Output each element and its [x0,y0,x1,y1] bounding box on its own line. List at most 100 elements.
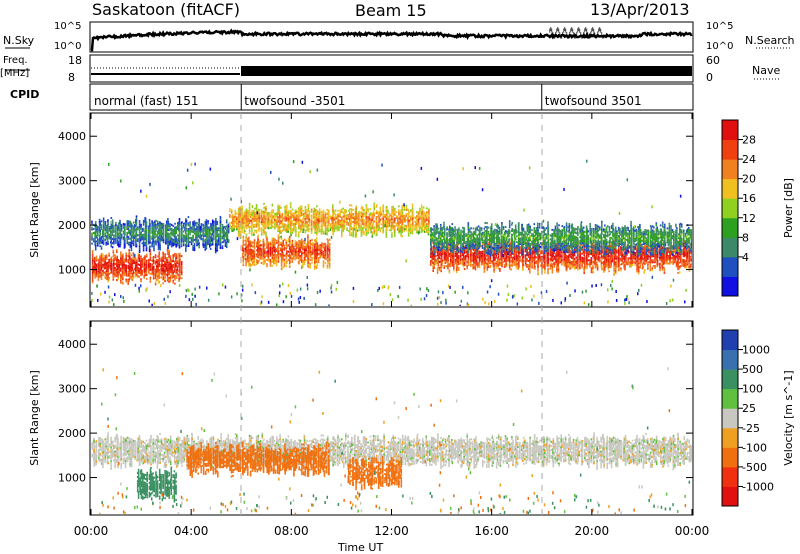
echo-cell [107,223,109,226]
echo-cell [242,220,244,223]
echo-cell [284,213,286,216]
echo-cell [232,220,234,223]
echo-cell [104,221,107,223]
echo-cell [100,262,103,265]
echo-cell [129,233,132,236]
echo-cell [206,226,208,229]
echo-cell [475,255,478,258]
echo-cell [167,239,170,241]
echo-cell [205,245,208,248]
echo-cell [149,241,151,244]
echo-cell [135,217,138,220]
echo-cell [263,254,265,257]
echo-cell [477,262,479,265]
echo-cell [127,235,130,238]
echo-cell [258,218,261,221]
echo-cell [417,218,420,221]
echo-cell [392,219,394,222]
echo-cell [164,271,166,274]
echo-cell [303,263,306,265]
echo-cell [452,257,454,259]
echo-cell [322,213,325,216]
echo-cell [379,218,382,221]
echo-cell [91,255,94,258]
echo-cell [296,252,298,255]
echo-cell [428,220,430,223]
echo-cell [277,250,280,253]
echo-cell [185,247,187,250]
echo-cell [190,243,193,246]
echo-cell [386,221,388,224]
echo-cell [378,212,380,215]
echo-cell [423,222,426,225]
echo-cell [169,274,172,277]
echo-cell [241,229,243,231]
echo-cell [284,209,286,212]
echo-cell [133,234,136,237]
echo-cell [269,246,272,249]
echo-cell [322,262,325,265]
echo-cell [136,269,138,272]
echo-cell [271,249,274,252]
echo-cell [262,246,265,249]
echo-cell [140,267,142,270]
echo-cell [255,217,258,220]
echo-cell [229,225,231,228]
echo-cell [161,271,163,274]
echo-cell [493,255,495,258]
echo-cell [296,241,298,244]
echo-cell [474,266,477,269]
echo-cell [333,218,336,221]
echo-cell [422,221,425,224]
echo-cell [145,239,148,242]
echo-cell [192,228,194,231]
echo-cell [277,206,279,209]
echo-cell [182,226,185,229]
echo-cell [346,219,348,222]
echo-cell [105,237,107,240]
echo-cell [113,230,115,233]
echo-cell [104,228,107,231]
echo-cell [407,213,410,216]
echo-cell [251,223,253,226]
echo-cell [178,218,181,220]
echo-cell [99,257,101,260]
echo-cell [170,241,173,244]
echo-cell [304,219,307,222]
echo-cell [401,224,404,227]
echo-cell [334,223,337,226]
echo-cell [382,216,385,218]
echo-cell [314,247,316,250]
echo-cell [262,263,265,266]
echo-cell [105,268,108,271]
echo-cell [117,234,120,237]
echo-cell [394,211,396,214]
echo-cell [263,227,265,230]
echo-cell [253,250,256,253]
echo-cell [96,227,98,229]
echo-cell [157,265,159,268]
echo-cell [93,258,95,261]
echo-cell [293,247,295,250]
echo-cell [466,267,468,270]
echo-cell [392,207,394,210]
echo-cell [122,226,125,229]
date-title: 13/Apr/2013 [590,0,690,19]
echo-cell [100,268,103,271]
echo-cell [438,239,441,242]
echo-cell [154,272,157,275]
echo-cell [297,235,300,238]
echo-cell [96,240,98,243]
echo-cell [165,257,168,260]
echo-cell [399,212,401,215]
echo-cell [134,261,137,264]
echo-cell [463,258,466,260]
echo-cell [170,229,173,232]
echo-cell [242,260,245,262]
echo-cell [454,262,457,265]
echo-cell [284,227,286,230]
echo-cell [133,226,136,229]
echo-cell [361,221,363,224]
echo-cell [253,261,256,264]
echo-cell [120,261,122,264]
